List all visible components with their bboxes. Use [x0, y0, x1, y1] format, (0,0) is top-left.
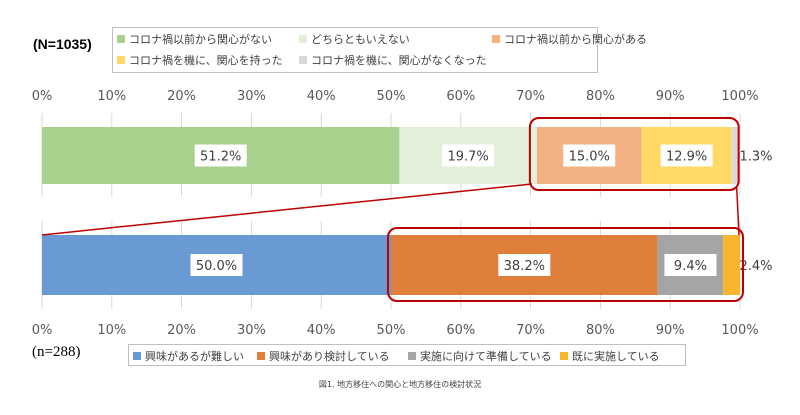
legend-item: 興味があるが難しい: [133, 348, 244, 364]
legend-label: 実施に向けて準備している: [420, 350, 552, 363]
legend-swatch: [560, 352, 568, 360]
legend-swatch: [117, 35, 125, 43]
x-tick-label: 90%: [656, 89, 685, 104]
sample-size-bottom: (n=288): [32, 344, 81, 360]
legend-swatch: [408, 352, 416, 360]
x-tick-label: 100%: [721, 89, 758, 104]
bar-segment: [731, 127, 740, 184]
legend-item: コロナ禍を機に、関心がなくなった: [299, 52, 487, 68]
legend-item: コロナ禍を機に、関心を持った: [117, 52, 283, 68]
data-label-box: [442, 144, 495, 167]
x-tick-label: 90%: [656, 323, 685, 338]
data-label: 38.2%: [504, 259, 545, 274]
data-label-box: [664, 254, 717, 276]
x-tick-label: 70%: [516, 323, 545, 338]
data-label: 50.0%: [196, 259, 237, 274]
x-tick-label: 30%: [237, 323, 266, 338]
legend-item: 実施に向けて準備している: [408, 348, 552, 364]
legend-swatch: [257, 352, 265, 360]
data-label: 12.9%: [666, 150, 707, 165]
legend-label: どちらともいえない: [311, 33, 410, 46]
x-tick-label: 50%: [377, 323, 406, 338]
x-tick-label: 80%: [586, 89, 615, 104]
connector-line-right: [735, 185, 740, 236]
legend-swatch: [299, 56, 307, 64]
legend-item: 興味があり検討している: [257, 348, 390, 364]
data-label: 2.4%: [739, 259, 772, 274]
data-label-box: [190, 254, 243, 276]
legend-swatch: [492, 35, 500, 43]
sample-size-top: (N=1035): [33, 36, 92, 52]
x-tick-label: 60%: [446, 89, 475, 104]
data-label-box: [563, 144, 616, 167]
data-label-box: [660, 144, 713, 167]
data-label: 51.2%: [200, 150, 241, 165]
legend-label: 興味があるが難しい: [145, 350, 244, 363]
data-label: 15.0%: [569, 150, 610, 165]
legend-label: コロナ禍以前から関心がない: [129, 33, 272, 46]
x-tick-label: 100%: [721, 323, 758, 338]
x-tick-label: 0%: [32, 323, 53, 338]
x-tick-label: 10%: [97, 89, 126, 104]
x-tick-label: 80%: [586, 323, 615, 338]
x-tick-label: 40%: [307, 89, 336, 104]
highlight-box-bottom: [387, 227, 744, 302]
legend-item: コロナ禍以前から関心がない: [117, 31, 272, 47]
x-tick-label: 60%: [446, 323, 475, 338]
data-label: 9.4%: [674, 259, 707, 274]
legend-item: 既に実施している: [560, 348, 660, 364]
x-tick-label: 30%: [237, 89, 266, 104]
legend-label: 興味があり検討している: [269, 350, 390, 363]
legend-label: コロナ禍以前から関心がある: [504, 33, 647, 46]
legend-swatch: [117, 56, 125, 64]
x-tick-label: 20%: [167, 323, 196, 338]
legend-bottom: 興味があるが難しい 興味があり検討している 実施に向けて準備している 既に実施している: [128, 344, 686, 366]
legend-label: コロナ禍を機に、関心を持った: [129, 54, 283, 67]
bar-segment: [723, 235, 740, 295]
x-tick-label: 0%: [32, 89, 53, 104]
highlight-box-top: [528, 117, 740, 191]
legend-item: どちらともいえない: [299, 31, 410, 47]
data-label-box: [498, 254, 551, 276]
legend-label: 既に実施している: [572, 350, 660, 363]
figure-caption: 図1. 地方移住への関心と地方移住の検討状況: [318, 380, 482, 389]
x-tick-label: 10%: [97, 323, 126, 338]
connector-line-left: [41, 183, 532, 236]
x-tick-label: 40%: [307, 323, 336, 338]
legend-swatch: [133, 352, 141, 360]
x-tick-label: 20%: [167, 89, 196, 104]
legend-item: コロナ禍以前から関心がある: [492, 31, 647, 47]
x-tick-label: 70%: [516, 89, 545, 104]
x-tick-label: 50%: [377, 89, 406, 104]
legend-swatch: [299, 35, 307, 43]
legend-label: コロナ禍を機に、関心がなくなった: [311, 54, 487, 67]
legend-top: コロナ禍以前から関心がない どちらともいえない コロナ禍以前から関心があるコロナ禍を…: [112, 27, 647, 73]
data-label: 19.7%: [447, 150, 488, 165]
data-label-box: [194, 144, 247, 167]
data-label: 1.3%: [739, 150, 772, 165]
